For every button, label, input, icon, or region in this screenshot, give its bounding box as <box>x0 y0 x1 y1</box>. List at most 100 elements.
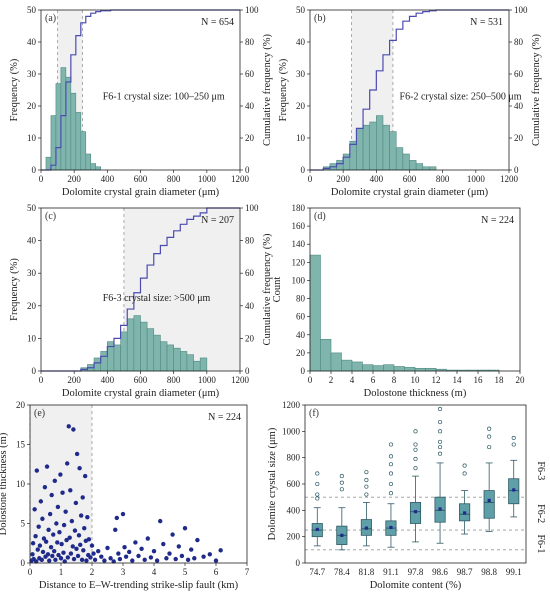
y2-tick-label: 80 <box>245 37 255 47</box>
size-annotation: F6-3 crystal size: >500 μm <box>103 293 211 304</box>
x-tick-label: 98.8 <box>481 567 497 577</box>
histogram-bar <box>80 131 87 171</box>
cumulative-line <box>41 207 240 372</box>
histogram-bar <box>362 364 374 372</box>
box-outlier <box>388 454 393 459</box>
histogram-bar <box>146 328 155 372</box>
histogram-bar <box>193 360 201 372</box>
scatter-point <box>86 537 92 542</box>
histogram-bar <box>351 361 363 372</box>
y-tick-label: 100 <box>292 275 306 285</box>
x-tick-label: 400 <box>101 174 115 184</box>
scatter-point <box>47 558 52 563</box>
box-outlier <box>388 442 393 447</box>
scatter-point <box>173 556 178 562</box>
scatter-point <box>167 551 172 556</box>
scatter-point <box>176 544 181 549</box>
y-axis-label: Frequency (%) <box>9 58 20 121</box>
box-outlier <box>364 477 369 483</box>
x-tick-label: 1000 <box>467 174 486 184</box>
panel-label: (d) <box>314 211 326 222</box>
histogram-bar <box>70 92 77 171</box>
scatter-point <box>84 558 89 563</box>
scatter-point <box>43 539 49 544</box>
y-axis-label: Frequency (%) <box>9 258 20 321</box>
box-iqr <box>483 490 495 519</box>
x-tick-label: 81.8 <box>359 567 375 577</box>
y2-tick-label: 60 <box>514 69 524 79</box>
x-tick-label: 99.1 <box>506 567 522 577</box>
y-tick-label: 140 <box>292 239 306 249</box>
x-tick-label: 98.7 <box>457 567 473 577</box>
y-tick-label: 30 <box>27 69 37 79</box>
y-tick-label: 50 <box>27 203 37 213</box>
x-tick-label: 14 <box>453 375 463 385</box>
scatter-point <box>60 490 65 495</box>
box-outlier <box>413 447 418 452</box>
scatter-point <box>76 533 82 538</box>
y2-tick-label: 20 <box>245 133 255 143</box>
scatter-point <box>114 515 120 521</box>
scatter-point <box>38 499 44 504</box>
x-axis-label: Dolomite crystal grain diameter (μm) <box>62 187 220 198</box>
x-tick-label: 10 <box>411 375 421 385</box>
box-outlier <box>315 471 320 476</box>
scatter-point <box>71 427 76 432</box>
scatter-point <box>30 552 35 557</box>
box-outlier <box>438 420 443 425</box>
x-tick-label: 2 <box>90 567 95 577</box>
scatter-point <box>55 504 61 510</box>
y-tick-label: 0 <box>301 165 306 175</box>
histogram-bar <box>402 153 410 171</box>
scatter-point <box>54 521 59 526</box>
box-outlier <box>511 442 516 447</box>
box-outlier <box>388 481 393 487</box>
x-axis-label: Dolomite crystal grain diameter (μm) <box>62 388 220 399</box>
scatter-point <box>185 557 191 563</box>
scatter-point <box>74 451 80 457</box>
x-axis-label: Distance to E–W-trending strike-slip fau… <box>39 580 239 591</box>
y-tick-label: 0 <box>32 366 37 376</box>
scatter-point <box>61 550 66 555</box>
scatter-point <box>34 468 40 473</box>
scatter-point <box>30 541 36 546</box>
scatter-point <box>65 555 71 560</box>
box-outlier <box>388 462 393 467</box>
scatter-point <box>82 526 87 531</box>
histogram-bar <box>126 318 135 372</box>
x-tick-label: 4 <box>350 375 355 385</box>
histogram-bar <box>113 344 121 372</box>
y-axis-label: Dolostone thickness (m) <box>0 432 9 535</box>
scatter-point <box>74 546 79 551</box>
x-tick-label: 0 <box>308 375 313 385</box>
scatter-point <box>170 532 175 537</box>
panel-a: 0 200 400 600 800 1000 12000102030405002040608… <box>9 5 273 198</box>
size-annotation: F6-2 crystal size: 250–500 μm <box>400 92 522 103</box>
y2-tick-label: 0 <box>514 165 519 175</box>
scatter-point <box>80 495 85 500</box>
scatter-point <box>136 553 141 559</box>
x-tick-label: 400 <box>101 375 115 385</box>
scatter-point <box>78 542 83 548</box>
y2-tick-label: 60 <box>245 268 255 278</box>
scatter-point <box>161 541 166 547</box>
y-tick-label: 80 <box>296 294 306 304</box>
histogram-bar <box>336 160 344 171</box>
x-tick-label: 74.7 <box>309 567 325 577</box>
histogram-bar <box>356 128 364 171</box>
y2-tick-label: 0 <box>245 165 250 175</box>
scatter-point <box>61 522 67 528</box>
scatter-point <box>123 554 129 559</box>
histogram-bar <box>95 166 101 171</box>
box-outlier <box>315 492 320 497</box>
scatter-point <box>69 518 75 524</box>
box-mean <box>487 498 491 503</box>
x-axis-label: Dolomite crystal grain diameter (μm) <box>331 187 489 198</box>
scatter-point <box>47 511 53 517</box>
scatter-point <box>52 478 57 484</box>
scatter-point <box>59 541 64 547</box>
y-tick-label: 50 <box>27 5 37 15</box>
scatter-point <box>39 557 44 563</box>
panel-f: F6-3 F6-2 F6-1 74.7 78.4 81.8 91.1 97.8 98.6 98.7… <box>267 400 546 591</box>
